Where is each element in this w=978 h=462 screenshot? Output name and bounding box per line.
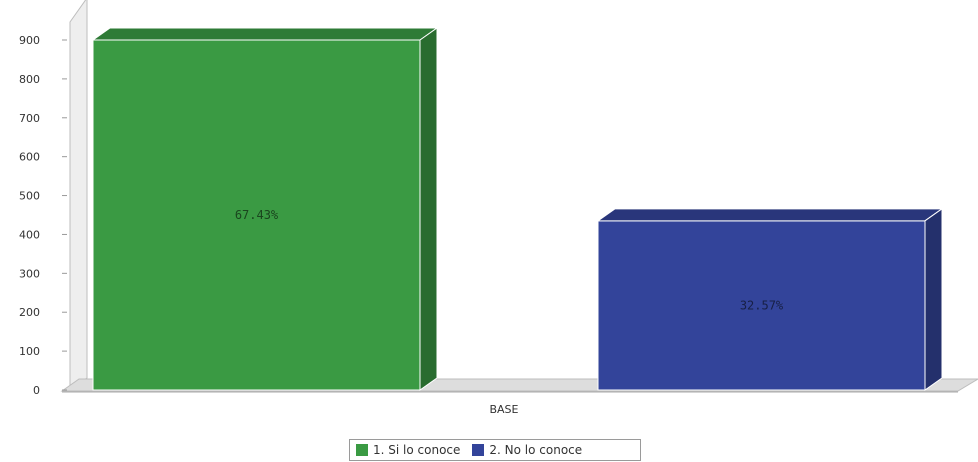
bar-data-label: 67.43% <box>235 208 279 222</box>
legend-swatch-green <box>356 444 368 456</box>
data-labels: 67.43% 32.57% <box>235 208 784 312</box>
legend: 1. Si lo conoce 2. No lo conoce <box>349 439 641 461</box>
legend-swatch-blue <box>472 444 485 456</box>
x-category-label: BASE <box>489 403 518 416</box>
left-side-wall <box>69 0 88 391</box>
y-tick-label: 700 <box>19 112 40 125</box>
y-axis-ticks: 0 100 200 300 400 500 600 700 800 900 <box>19 34 67 397</box>
bar-top-face <box>596 208 944 222</box>
bar-front-face <box>92 39 421 391</box>
y-tick-label: 800 <box>19 73 40 86</box>
legend-item-no-lo-conoce[interactable]: 2. No lo conoce <box>472 443 582 457</box>
legend-label: 1. Si lo conoce <box>373 443 461 457</box>
y-tick-label: 100 <box>19 345 40 358</box>
bar-side-face <box>419 27 438 391</box>
legend-item-si-lo-conoce[interactable]: 1. Si lo conoce <box>356 443 460 457</box>
y-tick-label: 900 <box>19 34 40 47</box>
y-tick-label: 600 <box>19 151 40 164</box>
bar-2[interactable] <box>596 207 944 391</box>
legend-label: 2. No lo conoce <box>489 443 583 457</box>
y-tick-label: 0 <box>33 384 40 397</box>
y-tick-label: 400 <box>19 228 40 241</box>
y-tick-label: 500 <box>19 190 40 203</box>
y-tick-label: 300 <box>19 267 40 280</box>
y-tick-label: 200 <box>19 306 40 319</box>
bar-1[interactable] <box>91 27 439 391</box>
bars <box>91 27 944 391</box>
bar-side-face <box>924 207 943 391</box>
bar-data-label: 32.57% <box>740 298 784 312</box>
bar-top-face <box>91 27 439 41</box>
